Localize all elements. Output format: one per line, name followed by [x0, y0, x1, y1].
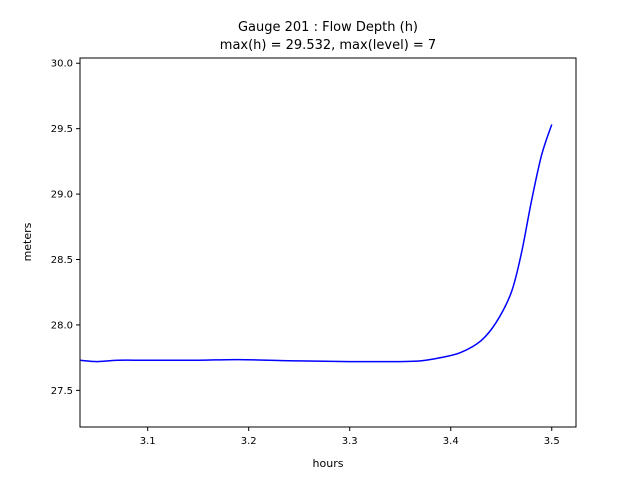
chart-subtitle: max(h) = 29.532, max(level) = 7 — [220, 38, 436, 53]
y-tick-label: 28.0 — [51, 320, 73, 331]
chart-title: Gauge 201 : Flow Depth (h) — [238, 20, 418, 35]
y-axis-ticks: 27.5 28.0 28.5 29.0 29.5 30.0 — [51, 59, 80, 397]
y-tick-label: 29.0 — [51, 190, 73, 201]
x-axis-ticks: 3.1 3.2 3.3 3.4 3.5 — [140, 427, 560, 447]
x-tick-label: 3.3 — [342, 436, 358, 447]
x-tick-label: 3.5 — [544, 436, 560, 447]
x-tick-label: 3.4 — [443, 436, 459, 447]
y-tick-label: 29.5 — [51, 124, 73, 135]
x-tick-label: 3.1 — [140, 436, 156, 447]
y-tick-label: 28.5 — [51, 255, 73, 266]
y-tick-label: 27.5 — [51, 386, 73, 397]
x-tick-label: 3.2 — [241, 436, 257, 447]
y-tick-label: 30.0 — [51, 59, 73, 70]
plot-frame — [79, 57, 577, 428]
x-axis-label: hours — [313, 457, 344, 470]
series-line — [79, 124, 553, 363]
series-group — [79, 124, 553, 363]
y-axis-label: meters — [21, 222, 34, 261]
